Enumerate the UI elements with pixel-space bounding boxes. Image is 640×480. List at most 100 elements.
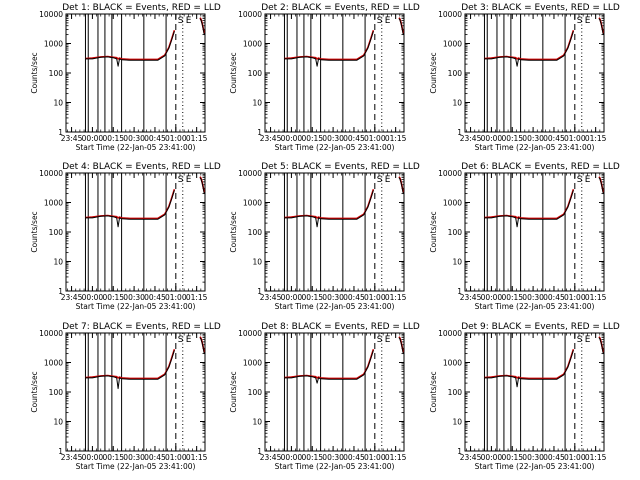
sunset-label: E xyxy=(585,175,591,185)
events-series-line xyxy=(86,190,175,227)
y-tick-label: 10000 xyxy=(238,169,262,178)
lld-series-line xyxy=(485,30,574,59)
plot-frame xyxy=(66,14,205,132)
y-axis-label: Counts/sec xyxy=(229,371,238,412)
x-tick-label: 23:45 xyxy=(260,293,282,302)
x-tick-label: 00:45 xyxy=(543,293,565,302)
x-tick-label: 01:00 xyxy=(564,134,586,143)
lld-series-line xyxy=(285,189,374,218)
sunset-label: E xyxy=(585,16,591,26)
x-tick-label: 23:45 xyxy=(61,453,83,462)
plot-frame xyxy=(265,14,404,132)
chart-panel-det-9: Det 9: BLACK = Events, RED = LLD 1 10 100 10… xyxy=(429,322,620,471)
y-tick-label: 10000 xyxy=(39,329,63,338)
x-tick-label: 01:15 xyxy=(385,453,407,462)
lld-series-line xyxy=(285,349,374,378)
lld-series-line xyxy=(485,189,574,218)
y-axis-label: Counts/sec xyxy=(30,52,39,93)
x-tick-label: 01:15 xyxy=(385,134,407,143)
lld-series-line xyxy=(86,349,175,378)
events-series-line xyxy=(285,190,374,227)
x-tick-label: 23:45 xyxy=(260,134,282,143)
x-tick-label: 00:30 xyxy=(123,453,145,462)
lld-series-line xyxy=(285,30,374,59)
events-series-line xyxy=(285,31,374,66)
saa-label: S xyxy=(377,335,383,345)
x-tick-label: 00:30 xyxy=(123,134,145,143)
chart-panel-det-4: Det 4: BLACK = Events, RED = LLD 1 10 100 10… xyxy=(30,162,221,311)
x-tick-label: 00:30 xyxy=(522,134,544,143)
x-tick-label: 00:30 xyxy=(322,293,344,302)
saa-label: S xyxy=(377,175,383,185)
x-tick-label: 00:30 xyxy=(123,293,145,302)
x-tick-label: 00:00 xyxy=(82,134,104,143)
x-tick-label: 00:15 xyxy=(301,293,323,302)
x-tick-label: 00:00 xyxy=(281,453,303,462)
x-axis-label: Start Time (22-Jan-05 23:41:00) xyxy=(76,302,196,311)
x-tick-label: 01:15 xyxy=(585,134,607,143)
x-tick-label: 00:00 xyxy=(82,453,104,462)
x-tick-label: 00:45 xyxy=(144,134,166,143)
saa-label: S xyxy=(178,16,184,26)
y-axis-label: Counts/sec xyxy=(429,211,438,252)
y-tick-label: 100 xyxy=(49,228,64,237)
y-tick-label: 10000 xyxy=(438,10,462,19)
x-tick-label: 00:30 xyxy=(322,453,344,462)
x-tick-label: 00:30 xyxy=(522,293,544,302)
saa-label: S xyxy=(377,16,383,26)
y-axis-label: Counts/sec xyxy=(229,52,238,93)
y-axis-label: Counts/sec xyxy=(429,371,438,412)
detector-rate-figure: Det 1: BLACK = Events, RED = LLD11010010… xyxy=(0,0,640,480)
x-tick-label: 00:45 xyxy=(343,134,365,143)
y-tick-label: 10 xyxy=(53,418,63,427)
y-tick-label: 10000 xyxy=(39,169,63,178)
x-tick-label: 01:15 xyxy=(585,453,607,462)
chart-panel-det-3: Det 3: BLACK = Events, RED = LLD11010010… xyxy=(429,3,620,152)
x-tick-label: 00:00 xyxy=(281,134,303,143)
x-tick-label: 01:15 xyxy=(186,293,208,302)
y-tick-label: 10 xyxy=(452,418,462,427)
y-tick-label: 10 xyxy=(53,258,63,267)
plot-frame xyxy=(465,14,604,132)
events-series-line xyxy=(86,350,175,388)
y-tick-label: 1000 xyxy=(443,359,462,368)
plot-frame xyxy=(66,333,205,451)
chart-title: Det 2: BLACK = Events, RED = LLD xyxy=(261,3,420,13)
x-tick-label: 00:15 xyxy=(102,293,124,302)
x-tick-label: 23:45 xyxy=(260,453,282,462)
y-tick-label: 1000 xyxy=(243,199,262,208)
x-tick-label: 00:00 xyxy=(481,453,503,462)
chart-title: Det 9: BLACK = Events, RED = LLD xyxy=(461,322,620,332)
events-series-line xyxy=(485,31,574,66)
x-tick-label: 23:45 xyxy=(61,293,83,302)
y-tick-label: 10000 xyxy=(438,169,462,178)
y-tick-label: 1000 xyxy=(44,40,63,49)
chart-panel-det-1: Det 1: BLACK = Events, RED = LLD 1 10 100 10… xyxy=(30,3,221,152)
x-axis-label: Start Time (22-Jan-05 23:41:00) xyxy=(275,302,395,311)
y-tick-label: 100 xyxy=(448,228,463,237)
y-tick-label: 100 xyxy=(49,388,64,397)
x-tick-label: 00:45 xyxy=(543,453,565,462)
x-tick-label: 23:45 xyxy=(61,134,83,143)
x-tick-label: 00:00 xyxy=(481,134,503,143)
x-tick-label: 23:45 xyxy=(460,134,482,143)
x-tick-label: 00:45 xyxy=(144,293,166,302)
events-series-line xyxy=(86,31,175,66)
saa-label: S xyxy=(577,175,583,185)
chart-panel-det-8: Det 8: BLACK = Events, RED = LLD 1 10 100 10… xyxy=(229,322,420,471)
x-tick-label: 00:15 xyxy=(102,453,124,462)
sunset-label: E xyxy=(585,335,591,345)
x-tick-label: 01:00 xyxy=(364,453,386,462)
x-axis-label: Start Time (22-Jan-05 23:41:00) xyxy=(76,143,196,152)
chart-panel-det-6: Det 6: BLACK = Events, RED = LLD11010010… xyxy=(429,162,620,311)
x-tick-label: 00:15 xyxy=(102,134,124,143)
x-tick-label: 00:00 xyxy=(481,293,503,302)
y-tick-label: 100 xyxy=(248,388,263,397)
saa-label: S xyxy=(178,175,184,185)
plot-frame xyxy=(465,333,604,451)
y-axis-label: Counts/sec xyxy=(30,371,39,412)
saa-label: S xyxy=(178,335,184,345)
x-tick-label: 01:15 xyxy=(385,293,407,302)
chart-panel-det-2: Det 2: BLACK = Events, RED = LLD 1 10 100 10… xyxy=(229,3,420,152)
sunset-label: E xyxy=(186,175,192,185)
